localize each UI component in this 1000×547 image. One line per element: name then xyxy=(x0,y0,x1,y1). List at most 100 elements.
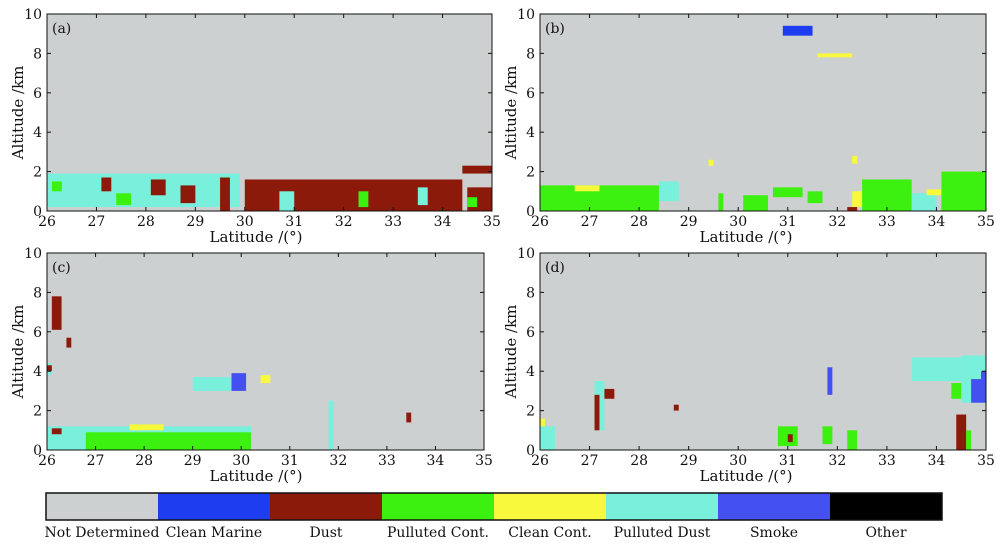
legend: Not Determined Clean Marine Dust Pulluted C… xyxy=(45,492,943,541)
class-region xyxy=(51,428,62,435)
x-tick-label: 26 xyxy=(38,214,56,230)
x-tick-label: 29 xyxy=(186,214,204,230)
class-region xyxy=(358,191,369,208)
class-region xyxy=(231,373,247,391)
x-tick-label: 31 xyxy=(779,453,797,469)
x-tick-label: 30 xyxy=(232,453,250,469)
panel-label: (a) xyxy=(52,21,71,37)
plot-background xyxy=(540,14,986,211)
x-tick-label: 28 xyxy=(630,214,648,230)
panel-label: (b) xyxy=(545,21,565,37)
plot-frame xyxy=(539,13,987,212)
class-region xyxy=(782,25,813,36)
legend-label: Pulluted Cont. xyxy=(387,525,489,541)
class-region xyxy=(911,357,962,382)
x-tick-label: 30 xyxy=(236,214,254,230)
y-tick-label: 0 xyxy=(526,443,535,459)
y-tick-label: 8 xyxy=(526,46,535,62)
x-tick-label: 33 xyxy=(878,453,896,469)
plot-frame xyxy=(539,252,987,451)
legend-swatch xyxy=(46,493,159,520)
y-tick-label: 6 xyxy=(526,86,535,102)
panel-label: (d) xyxy=(545,260,565,276)
x-tick-label: 32 xyxy=(335,214,353,230)
x-tick-label: 31 xyxy=(779,214,797,230)
y-tick-label: 2 xyxy=(33,404,42,420)
legend-label: Smoke xyxy=(750,525,798,541)
x-tick-label: 35 xyxy=(475,453,493,469)
x-tick-label: 34 xyxy=(427,453,445,469)
x-tick-label: 26 xyxy=(38,453,56,469)
plot-background xyxy=(47,253,484,450)
class-region xyxy=(467,197,478,208)
x-tick-label: 28 xyxy=(137,214,155,230)
class-region xyxy=(244,179,463,211)
x-tick-label: 29 xyxy=(184,453,202,469)
class-region xyxy=(192,377,232,391)
plot-background xyxy=(540,253,986,450)
class-region xyxy=(150,179,166,196)
legend-swatch xyxy=(606,493,719,520)
y-tick-label: 6 xyxy=(33,325,42,341)
y-tick-label: 4 xyxy=(33,125,42,141)
y-tick-label: 4 xyxy=(526,364,535,380)
class-region xyxy=(417,187,428,206)
x-axis-label: Latitude /(°) xyxy=(210,467,303,485)
y-tick-label: 8 xyxy=(526,285,535,301)
class-region xyxy=(772,187,803,198)
legend-label: Other xyxy=(865,525,906,541)
class-region xyxy=(807,191,823,204)
plot-frame xyxy=(46,252,485,451)
legend-label: Clean Marine xyxy=(166,525,262,541)
x-tick-label: 27 xyxy=(87,453,105,469)
y-axis-label: Altitude /km xyxy=(502,305,520,400)
class-region xyxy=(51,296,62,330)
class-region xyxy=(129,424,164,431)
class-region xyxy=(540,426,555,450)
x-tick-label: 31 xyxy=(281,453,299,469)
class-region xyxy=(852,155,858,164)
x-tick-label: 33 xyxy=(878,214,896,230)
legend-swatch xyxy=(830,493,943,520)
x-tick-label: 29 xyxy=(680,214,698,230)
y-axis-label: Altitude /km xyxy=(502,66,520,161)
class-region xyxy=(220,177,230,211)
y-tick-label: 6 xyxy=(526,325,535,341)
x-tick-label: 33 xyxy=(384,214,402,230)
class-region xyxy=(594,394,600,431)
y-tick-label: 2 xyxy=(33,165,42,181)
x-tick-label: 34 xyxy=(928,214,946,230)
x-tick-label: 32 xyxy=(329,453,347,469)
x-tick-label: 32 xyxy=(828,214,846,230)
class-region xyxy=(956,414,967,450)
panel-c: 26 27 28 29 30 31 32 33 34 35 0 2 4 6 8 10 (c) Latitude /… xyxy=(9,246,493,485)
class-region xyxy=(862,179,912,211)
x-tick-label: 27 xyxy=(581,214,599,230)
class-region xyxy=(116,193,132,206)
panel-d: 26 27 28 29 30 31 32 33 34 35 0 2 4 6 8 10 (d) Latitude /… xyxy=(502,246,995,485)
panel-b: 26 27 28 29 30 31 32 33 34 35 0 2 4 6 8 10 (b) Latitude /… xyxy=(502,7,995,246)
x-tick-label: 30 xyxy=(729,453,747,469)
class-region xyxy=(406,412,412,423)
y-tick-label: 0 xyxy=(526,204,535,220)
class-region xyxy=(951,383,962,399)
class-region xyxy=(817,53,853,58)
x-axis-label: Latitude /(°) xyxy=(700,467,793,485)
class-region xyxy=(101,177,112,192)
class-region xyxy=(279,191,295,211)
class-region xyxy=(926,189,947,196)
legend-label: Pulluted Dust xyxy=(614,525,711,541)
class-region xyxy=(827,367,833,395)
y-tick-label: 8 xyxy=(33,46,42,62)
legend-swatch xyxy=(494,493,607,520)
y-tick-label: 4 xyxy=(526,125,535,141)
class-region xyxy=(85,432,251,450)
class-region xyxy=(847,207,858,211)
y-tick-label: 10 xyxy=(24,7,42,23)
class-region xyxy=(47,365,52,372)
class-region xyxy=(540,418,545,427)
x-tick-label: 28 xyxy=(630,453,648,469)
class-region xyxy=(981,371,986,380)
class-region xyxy=(743,195,768,211)
